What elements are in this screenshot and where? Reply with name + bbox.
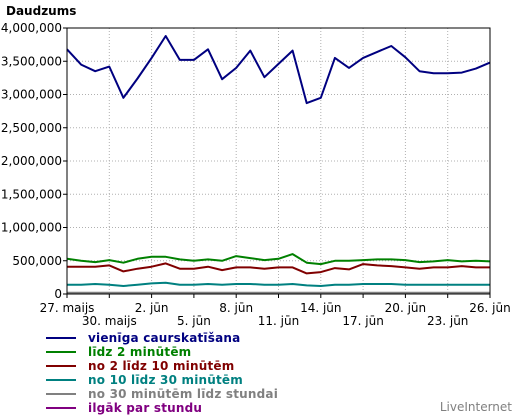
legend-swatch	[46, 351, 76, 353]
x-tick-label: 14. jūn	[300, 301, 341, 315]
series-line	[67, 281, 490, 287]
legend-label: ilgāk par stundu	[88, 401, 203, 415]
legend-label: vienīga caurskatīšana	[88, 331, 241, 345]
x-tick-label: 27. maijs	[40, 301, 95, 315]
legend-swatch	[46, 337, 76, 339]
x-tick-label: 26. jūn	[469, 301, 510, 315]
x-tick-label: 30. maijs	[82, 314, 137, 328]
x-tick-label: 11. jūn	[258, 314, 299, 328]
legend-item: no 10 līdz 30 minūtēm	[46, 373, 278, 387]
x-tick-label: 23. jūn	[427, 314, 468, 328]
y-tick-label: 3,000,000	[1, 88, 62, 102]
legend-swatch	[46, 393, 76, 395]
series-line	[66, 253, 491, 266]
y-tick-label: 2,000,000	[1, 154, 62, 168]
x-tick-label: 20. jūn	[385, 301, 426, 315]
x-tick-label: 2. jūn	[135, 301, 169, 315]
legend-swatch	[46, 407, 76, 409]
x-tick-label: 8. jūn	[219, 301, 253, 315]
y-tick-label: 1,500,000	[1, 187, 62, 201]
x-tick-label: 17. jūn	[342, 314, 383, 328]
series-line	[66, 35, 491, 105]
y-tick-label: 2,500,000	[1, 121, 62, 135]
legend-item: no 2 līdz 10 minūtēm	[46, 359, 278, 373]
legend-label: no 10 līdz 30 minūtēm	[88, 373, 243, 387]
legend-item: līdz 2 minūtēm	[46, 345, 278, 359]
legend-swatch	[46, 379, 76, 381]
axes: 0 500,000 1,000,000 1,500,000 2,000,000 2,500…	[1, 21, 511, 328]
y-tick-label: 3,500,000	[1, 54, 62, 68]
chart-title: Daudzums	[6, 4, 76, 18]
series-lines	[66, 35, 491, 295]
y-tick-label: 500,000	[12, 254, 62, 268]
legend-label: no 2 līdz 10 minūtēm	[88, 359, 235, 373]
x-tick-label: 5. jūn	[177, 314, 211, 328]
y-tick-label: 1,000,000	[1, 221, 62, 235]
watermark: LiveInternet	[439, 400, 512, 414]
legend-label: līdz 2 minūtēm	[88, 345, 192, 359]
legend-label: no 30 minūtēm līdz stundai	[88, 387, 279, 401]
legend-item: vienīga caurskatīšana	[46, 331, 278, 345]
legend-swatch	[46, 365, 76, 367]
y-tick-label: 4,000,000	[1, 21, 62, 35]
legend-item: ilgāk par stundu	[46, 401, 278, 415]
legend-item: no 30 minūtēm līdz stundai	[46, 387, 278, 401]
series-line	[67, 262, 490, 275]
grid	[66, 27, 491, 295]
legend: vienīga caurskatīšana līdz 2 minūtēm no 2 …	[46, 331, 278, 415]
y-tick-label: 0	[54, 287, 62, 301]
